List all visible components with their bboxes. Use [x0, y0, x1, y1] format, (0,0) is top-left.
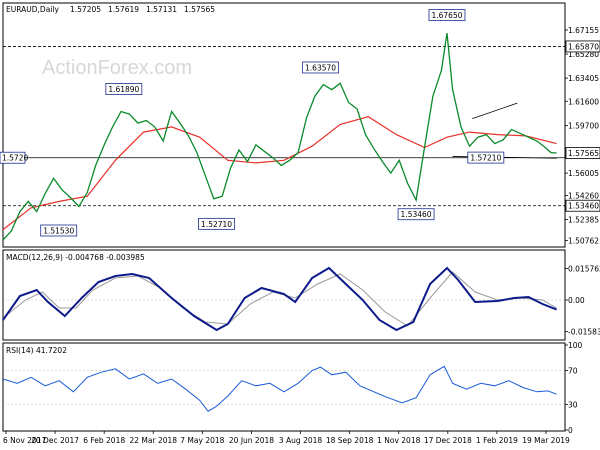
- rsi-tick-label: 100: [568, 341, 583, 350]
- price-highlight-text: 1.53460: [568, 202, 599, 211]
- annotation-label: 1.52710: [201, 220, 232, 229]
- annotation-label: 1.53460: [401, 210, 432, 219]
- rsi-tick-label: 70: [568, 367, 578, 376]
- price-tick-label: 1.50762: [568, 236, 599, 245]
- rsi-label: RSI(14) 41.7202: [6, 346, 67, 355]
- annotation-box: [397, 208, 435, 221]
- left-price-label: 1.5720: [0, 151, 28, 164]
- annotation-box: [198, 217, 235, 230]
- annotation-2: 1.52710: [198, 217, 235, 230]
- macd-tick-label: -0.015834: [568, 328, 600, 337]
- price-highlight-label-2: 1.53460: [565, 199, 600, 212]
- rsi-tick-label: 0: [568, 426, 573, 435]
- price-tick-label: 1.67155: [568, 26, 599, 35]
- price-highlight-box: [565, 40, 600, 53]
- left-price-label-text: 1.5720: [2, 154, 28, 163]
- price-highlight-text: 1.65870: [568, 42, 599, 51]
- price-series-line: [2, 33, 557, 241]
- x-tick-label: 20 Dec 2017: [31, 436, 79, 445]
- rsi-tick-label: 30: [568, 401, 578, 410]
- x-tick-label: 20 Jun 2018: [229, 436, 274, 445]
- x-tick-label: 17 Dec 2018: [424, 436, 472, 445]
- price-panel: ActionForex.com EURAUD,Daily 1.57205 1.5…: [0, 2, 600, 248]
- x-tick-label: 22 Mar 2018: [129, 436, 177, 445]
- macd-line: [2, 266, 557, 332]
- x-tick-label: 1 Feb 2019: [476, 436, 518, 445]
- price-highlight-box: [565, 147, 600, 159]
- rsi-y-axis: 100 70 30 0: [565, 341, 583, 435]
- macd-panel: MACD(12,26,9) -0.004768 -0.003985 0.0157…: [2, 249, 600, 341]
- annotation-4: 1.53460: [397, 208, 435, 221]
- price-tick-label: 1.54260: [568, 191, 599, 200]
- price-tick-label: 1.56005: [568, 169, 599, 178]
- chart-header-high: 1.57619: [108, 5, 139, 14]
- chart-header-low: 1.57131: [146, 5, 177, 14]
- annotation-box: [428, 9, 466, 22]
- x-tick-label: 3 Aug 2018: [279, 436, 322, 445]
- rsi-series: [2, 365, 565, 412]
- price-tick-label: 1.63405: [568, 74, 599, 83]
- annotation-3: 1.63570: [302, 61, 339, 74]
- annotation-1: 1.61890: [105, 83, 143, 95]
- annotation-label: 1.63570: [305, 63, 336, 72]
- annotation-box: [302, 61, 339, 74]
- rsi-line: [2, 365, 557, 412]
- x-tick-label: 19 Mar 2019: [522, 436, 570, 445]
- annotation-label: 1.57210: [470, 154, 501, 163]
- price-tick-label: 1.65280: [568, 50, 599, 59]
- annotation-box: [105, 83, 143, 95]
- watermark: ActionForex.com: [42, 57, 192, 79]
- x-tick-label: 18 Sep 2018: [326, 436, 374, 445]
- x-tick-label: 1 Nov 2018: [377, 436, 420, 445]
- price-trendline-0: [472, 102, 518, 119]
- price-moving-average-line: [2, 116, 557, 231]
- annotation-5: 1.67650: [428, 9, 466, 22]
- x-tick-label: 6 Nov 2017: [3, 436, 46, 445]
- macd-label: MACD(12,26,9) -0.004768 -0.003985: [6, 253, 145, 262]
- price-tick-label: 1.61600: [568, 97, 599, 106]
- macd-series: [2, 266, 565, 332]
- annotation-6: 1.57210: [467, 151, 505, 164]
- price-y-axis: 1.67155 1.65280 1.63405 1.61600 1.59700 1.560…: [565, 26, 600, 245]
- left-price-label-box: [0, 151, 26, 164]
- rsi-panel: RSI(14) 41.7202 100 70 30 0: [2, 341, 583, 435]
- price-annotations: 1.51530 1.61890 1.52710 1.63570 1.53460 1.676…: [0, 9, 505, 237]
- price-highlight-label-1: 1.57565: [565, 147, 600, 159]
- macd-y-axis: 0.015762 0.00 -0.015834: [565, 264, 600, 337]
- price-tick-label: 1.52385: [568, 216, 599, 225]
- annotation-0: 1.51530: [40, 224, 78, 237]
- chart-header-close: 1.57565: [184, 5, 215, 14]
- price-highlight-label-0: 1.65870: [565, 40, 600, 53]
- annotation-box: [40, 224, 78, 237]
- annotation-label: 1.51530: [43, 226, 74, 235]
- price-highlight-text: 1.57565: [568, 149, 599, 158]
- x-tick-label: 7 May 2018: [180, 436, 224, 445]
- macd-tick-label: 0.00: [568, 296, 585, 305]
- annotation-label: 1.67650: [431, 11, 462, 20]
- chart-header-open: 1.57205: [70, 5, 101, 14]
- annotation-box: [467, 151, 505, 164]
- price-tick-label: 1.59700: [568, 122, 599, 131]
- x-tick-label: 6 Feb 2018: [83, 436, 125, 445]
- price-highlight-box: [565, 199, 600, 212]
- annotation-label: 1.61890: [108, 85, 139, 94]
- chart-header-symbol: EURAUD,Daily: [6, 5, 59, 14]
- macd-tick-label: 0.015762: [568, 264, 600, 273]
